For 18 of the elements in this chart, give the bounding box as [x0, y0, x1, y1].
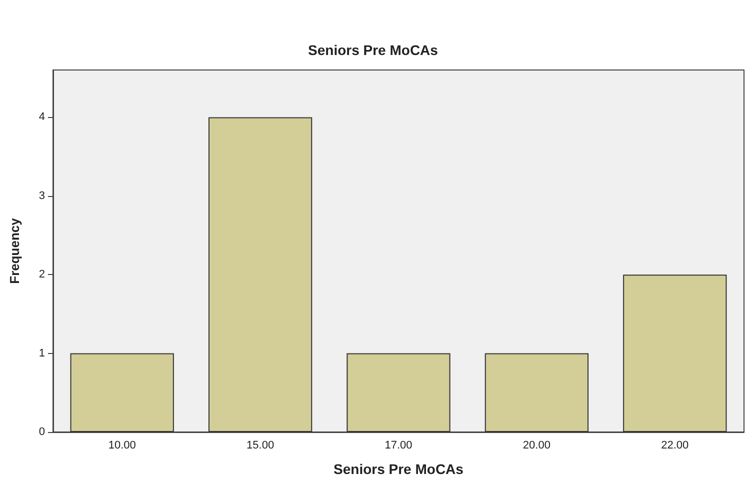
x-axis-title: Seniors Pre MoCAs — [334, 461, 464, 477]
bar — [484, 353, 589, 432]
bar — [70, 353, 174, 432]
bar — [346, 353, 450, 432]
y-tick-label: 1 — [38, 347, 45, 360]
x-tick-label: 17.00 — [384, 440, 412, 452]
y-axis-title: Frequency — [7, 217, 22, 284]
x-tick-label: 20.00 — [522, 440, 550, 452]
y-tick-label: 4 — [38, 111, 45, 124]
y-tick-label: 3 — [38, 190, 45, 202]
x-tick-label: 22.00 — [661, 440, 689, 452]
chart-title: Seniors Pre MoCAs — [308, 42, 438, 58]
bar — [208, 117, 312, 432]
x-tick-label: 10.00 — [108, 440, 136, 452]
x-tick-label: 15.00 — [246, 440, 274, 452]
y-tick-label: 2 — [38, 268, 45, 281]
bar — [623, 274, 727, 432]
y-tick-label: 0 — [38, 426, 45, 438]
